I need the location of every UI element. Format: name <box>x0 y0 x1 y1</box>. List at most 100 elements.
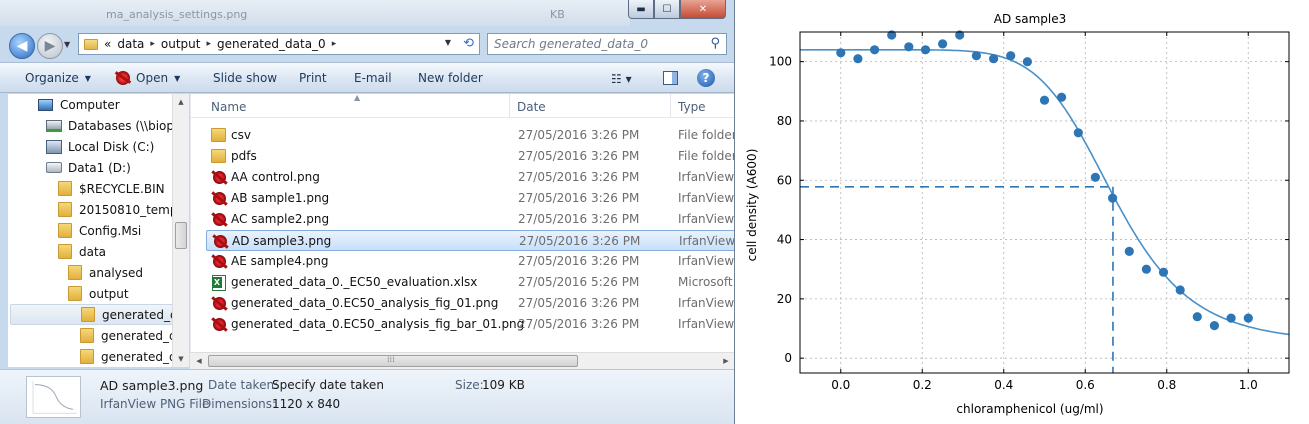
y-tick-label: 40 <box>777 233 792 247</box>
nav-item-databases[interactable]: Databases (\\biopol <box>46 115 185 136</box>
column-header-date[interactable]: Date <box>517 100 546 114</box>
fit-curve <box>800 49 1290 336</box>
file-row-pdfs[interactable]: pdfs 27/05/2016 3:26 PM File folder <box>206 146 734 167</box>
details-date-taken-value[interactable]: Specify date taken <box>272 378 384 392</box>
breadcrumb-data[interactable]: data <box>117 37 145 51</box>
column-header-type[interactable]: Type <box>678 100 706 114</box>
nav-item-local-disk[interactable]: Local Disk (C:) <box>46 136 154 157</box>
search-input[interactable]: Search generated_data_0 ⚲ <box>487 33 727 55</box>
file-row-ac-sample2[interactable]: AC sample2.png 27/05/2016 3:26 PM IrfanV… <box>206 209 734 230</box>
data-point <box>1209 321 1219 331</box>
breadcrumb-output[interactable]: output <box>160 37 201 51</box>
data-point <box>1158 267 1169 277</box>
x-tick-label: 0.6 <box>1076 378 1095 392</box>
x-tick-label: 0.2 <box>913 378 932 392</box>
breadcrumb-separator-icon[interactable]: ▸ <box>331 39 337 49</box>
change-view-icon[interactable]: ☷ ▾ <box>611 72 632 86</box>
ec50-guide-lines <box>800 185 1114 373</box>
nav-item-data1[interactable]: Data1 (D:) <box>46 157 131 178</box>
file-name: generated_data_0._EC50_evaluation.xlsx <box>231 275 478 289</box>
excel-icon <box>211 275 227 291</box>
nav-item-analysed[interactable]: analysed <box>68 262 143 283</box>
data-point <box>920 45 931 55</box>
nav-item-label: Data1 (D:) <box>68 160 131 175</box>
nav-item-label: generated_dat <box>101 349 188 364</box>
nav-item-output[interactable]: output <box>68 283 129 304</box>
horizontal-scrollbar[interactable]: ◀ ⁞⁞⁞ ▶ <box>190 352 734 369</box>
email-button[interactable]: E-mail <box>354 71 392 85</box>
folder-icon <box>58 223 72 238</box>
forward-button[interactable]: ▶ <box>37 33 63 59</box>
data-point <box>1192 312 1202 322</box>
nav-item-config-msi[interactable]: Config.Msi <box>58 220 141 241</box>
folder-icon <box>211 128 227 144</box>
back-arrow-icon: ◀ <box>16 38 28 54</box>
breadcrumb-separator-icon[interactable]: ▸ <box>150 39 155 49</box>
window-caption-buttons: ▬ ☐ ✕ <box>628 0 726 20</box>
refresh-icon[interactable]: ⟲ <box>463 36 474 51</box>
nav-item-computer[interactable]: Computer <box>38 94 120 115</box>
nav-item-data[interactable]: data <box>58 241 106 262</box>
nav-item-recycle-bin[interactable]: $RECYCLE.BIN <box>58 178 165 199</box>
nav-item-generated-data[interactable]: generated_dat <box>80 346 188 367</box>
file-name: AC sample2.png <box>231 212 330 226</box>
ec50-chart: AD sample3 chloramphenicol (ug/ml) cell … <box>745 12 1290 416</box>
recent-pages-dropdown[interactable]: ▼ <box>64 40 71 49</box>
address-overflow-chevron[interactable]: « <box>104 37 112 51</box>
file-name: generated_data_0.EC50_analysis_fig_bar_0… <box>231 317 525 331</box>
details-dimensions-value: 1120 x 840 <box>272 397 341 411</box>
back-button[interactable]: ◀ <box>9 33 35 59</box>
scroll-right-icon[interactable]: ▶ <box>723 357 729 365</box>
file-row-ae-sample4[interactable]: AE sample4.png 27/05/2016 3:26 PM IrfanV… <box>206 251 734 272</box>
organize-button[interactable]: Organize ▼ <box>25 71 91 85</box>
file-row-aa-control[interactable]: AA control.png 27/05/2016 3:26 PM IrfanV… <box>206 167 734 188</box>
breadcrumb-separator-icon[interactable]: ▸ <box>206 39 212 49</box>
column-divider[interactable] <box>670 94 671 118</box>
scroll-up-icon[interactable]: ▲ <box>178 98 184 106</box>
background-file-size: KB <box>550 8 565 21</box>
slideshow-button[interactable]: Slide show <box>213 71 277 85</box>
file-date: 27/05/2016 3:26 PM <box>518 191 640 205</box>
file-row-ec50-analysis-fig-01[interactable]: generated_data_0.EC50_analysis_fig_01.pn… <box>206 293 734 314</box>
open-button[interactable]: Open ▼ <box>116 71 180 85</box>
help-icon[interactable]: ? <box>697 69 715 87</box>
breadcrumb-generated-data-0[interactable]: generated_data_0 <box>217 37 326 51</box>
chevron-down-icon: ▼ <box>174 73 181 83</box>
x-axis-label: chloramphenicol (ug/ml) <box>956 402 1103 416</box>
preview-pane-icon[interactable] <box>663 71 678 85</box>
navigation-scrollbar[interactable]: ▲ ▼ <box>172 94 189 367</box>
file-row-ab-sample1[interactable]: AB sample1.png 27/05/2016 3:26 PM IrfanV… <box>206 188 734 209</box>
file-row-ec50-analysis-fig-bar-01[interactable]: generated_data_0.EC50_analysis_fig_bar_0… <box>206 314 734 335</box>
file-date: 27/05/2016 3:26 PM <box>518 128 640 142</box>
x-tick-label: 1.0 <box>1239 378 1258 392</box>
search-icon[interactable]: ⚲ <box>710 36 720 51</box>
nav-item-generated-data[interactable]: generated_dat <box>80 325 188 346</box>
folder-icon <box>84 38 98 50</box>
file-row-ad-sample3-selected[interactable]: AD sample3.png 27/05/2016 3:26 PM IrfanV… <box>206 230 734 251</box>
new-folder-button[interactable]: New folder <box>418 71 483 85</box>
print-button[interactable]: Print <box>299 71 327 85</box>
scrollbar-thumb[interactable]: ⁞⁞⁞ <box>208 355 578 367</box>
folder-icon <box>68 286 82 301</box>
maximize-button[interactable]: ☐ <box>654 0 680 19</box>
address-bar[interactable]: « data ▸ output ▸ generated_data_0 ▸ ▼ ⟲ <box>78 33 480 55</box>
file-date: 27/05/2016 3:26 PM <box>518 296 640 310</box>
close-button[interactable]: ✕ <box>680 0 726 19</box>
nav-item-label: data <box>79 244 107 259</box>
local-disk-icon <box>46 139 62 154</box>
address-dropdown-icon[interactable]: ▼ <box>444 38 451 47</box>
thumbnail-chart-image <box>32 380 77 414</box>
scroll-left-icon[interactable]: ◀ <box>196 357 202 365</box>
minimize-button[interactable]: ▬ <box>628 0 654 19</box>
column-divider[interactable] <box>509 94 510 118</box>
nav-item-generated-data-selected[interactable]: generated_dat <box>10 304 188 325</box>
y-tick-label: 20 <box>777 292 792 306</box>
scroll-down-icon[interactable]: ▼ <box>178 355 184 363</box>
file-name: pdfs <box>231 149 257 163</box>
file-row-csv[interactable]: csv 27/05/2016 3:26 PM File folder <box>206 125 734 146</box>
nav-item-20150810-temp[interactable]: 20150810_temp <box>58 199 177 220</box>
scrollbar-thumb[interactable] <box>175 222 187 249</box>
file-row-ec50-evaluation-xlsx[interactable]: generated_data_0._EC50_evaluation.xlsx 2… <box>206 272 734 293</box>
column-header-name[interactable]: Name <box>211 100 247 114</box>
file-name: csv <box>231 128 251 142</box>
